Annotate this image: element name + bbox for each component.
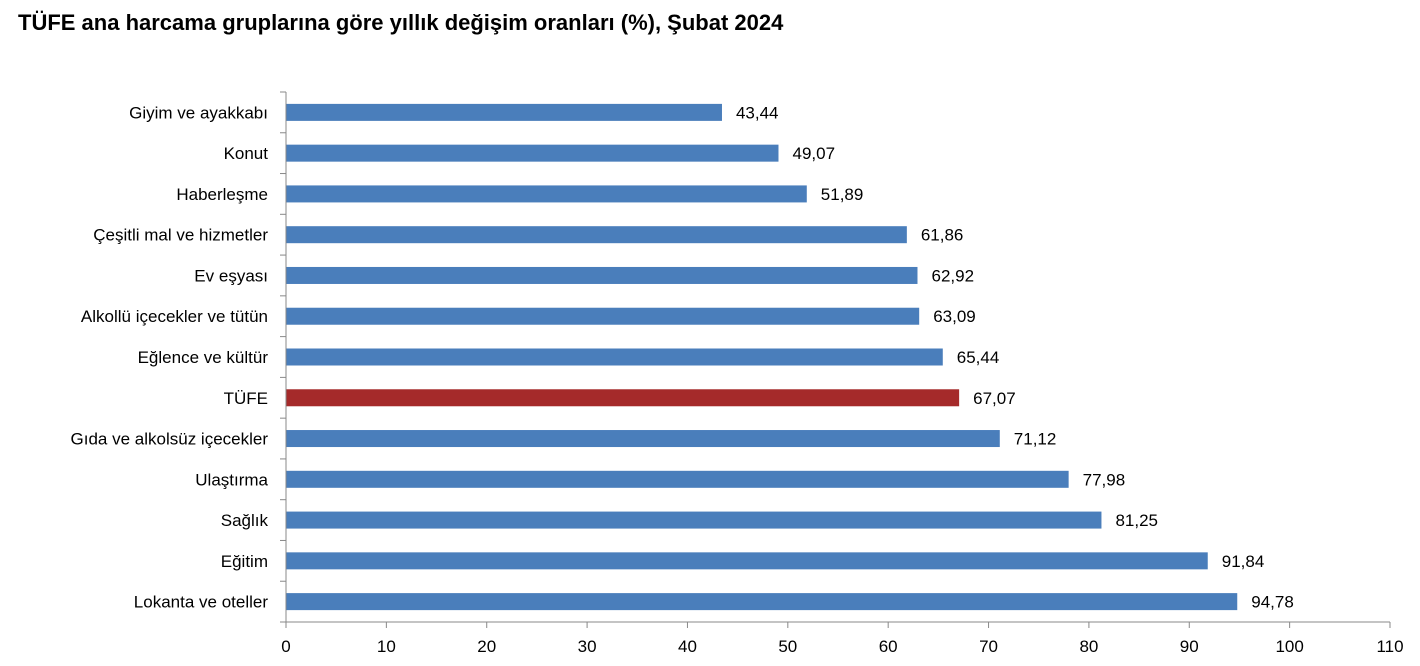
- x-tick-label: 90: [1180, 637, 1199, 656]
- value-label: 81,25: [1115, 511, 1158, 530]
- x-tick-label: 60: [879, 637, 898, 656]
- bar-6: [286, 307, 920, 325]
- category-label: Ulaştırma: [195, 470, 268, 489]
- bar-3: [286, 185, 807, 203]
- bar-5: [286, 266, 918, 284]
- category-label: Haberleşme: [176, 185, 268, 204]
- bar-7: [286, 348, 943, 366]
- category-label: Gıda ve alkolsüz içecekler: [71, 430, 269, 449]
- value-label: 51,89: [821, 185, 864, 204]
- chart-title: TÜFE ana harcama gruplarına göre yıllık …: [18, 10, 784, 35]
- x-tick-label: 40: [678, 637, 697, 656]
- category-label: Eğitim: [221, 552, 268, 571]
- bar-12: [286, 552, 1208, 570]
- category-label: Eğlence ve kültür: [138, 348, 269, 367]
- value-label: 43,44: [736, 103, 779, 122]
- x-tick-label: 0: [281, 637, 290, 656]
- bar-1: [286, 103, 722, 121]
- category-label: Çeşitli mal ve hizmetler: [93, 226, 268, 245]
- category-label: Sağlık: [221, 511, 269, 530]
- category-label: Lokanta ve oteller: [134, 593, 269, 612]
- category-label: Konut: [224, 144, 269, 163]
- x-tick-label: 20: [477, 637, 496, 656]
- category-label: Ev eşyası: [194, 266, 268, 285]
- x-tick-label: 100: [1275, 637, 1303, 656]
- value-label: 49,07: [792, 144, 835, 163]
- axes-group: [280, 91, 1391, 628]
- bar-8: [286, 389, 960, 407]
- value-label: 62,92: [931, 266, 974, 285]
- value-label: 65,44: [957, 348, 1000, 367]
- value-label: 63,09: [933, 307, 976, 326]
- x-tick-label: 70: [979, 637, 998, 656]
- x-tick-label: 80: [1079, 637, 1098, 656]
- category-label: Alkollü içecekler ve tütün: [81, 307, 268, 326]
- value-label: 61,86: [921, 226, 964, 245]
- bar-4: [286, 226, 907, 244]
- value-label: 71,12: [1014, 430, 1057, 449]
- bars-group: [286, 103, 1238, 611]
- x-tick-label: 50: [778, 637, 797, 656]
- value-label: 91,84: [1222, 552, 1265, 571]
- bar-2: [286, 144, 779, 162]
- category-label: Giyim ve ayakkabı: [129, 103, 268, 122]
- bar-10: [286, 470, 1069, 488]
- value-label: 77,98: [1083, 470, 1126, 489]
- value-label: 94,78: [1251, 593, 1294, 612]
- bar-11: [286, 511, 1102, 529]
- category-label: TÜFE: [224, 389, 268, 408]
- bar-13: [286, 593, 1238, 611]
- x-tick-label: 10: [377, 637, 396, 656]
- x-tick-label: 110: [1376, 637, 1403, 656]
- labels-group: Giyim ve ayakkabı 43,44 Konut 49,07 Haberleş…: [71, 103, 1404, 656]
- x-tick-label: 30: [578, 637, 597, 656]
- bar-9: [286, 430, 1000, 448]
- value-label: 67,07: [973, 389, 1016, 408]
